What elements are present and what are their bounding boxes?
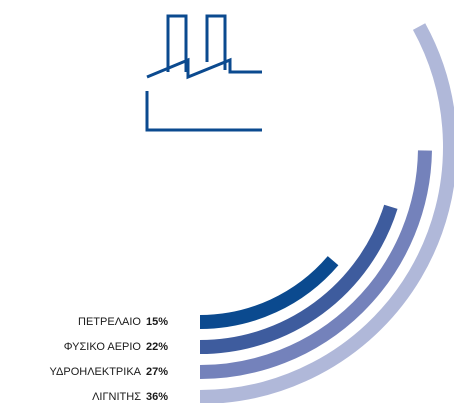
value-label: 36%	[146, 391, 168, 403]
category-label: ΥΔΡΟΗΛΕΚΤΡΙΚΑ	[49, 366, 141, 378]
arc-bar	[199, 150, 432, 379]
value-label: 27%	[146, 366, 168, 378]
value-label: 15%	[146, 316, 168, 328]
category-label: ΦΥΣΙΚΟ ΑΕΡΙΟ	[64, 341, 142, 353]
category-label: ΛΙΓΝΙΤΗΣ	[92, 391, 141, 403]
arc-bar	[199, 256, 339, 329]
arc-bar	[199, 204, 398, 354]
arc-bar	[199, 23, 454, 403]
factory-icon	[145, 14, 262, 132]
value-label: 22%	[146, 341, 168, 353]
category-label: ΠΕΤΡΕΛΑΙΟ	[78, 316, 141, 328]
